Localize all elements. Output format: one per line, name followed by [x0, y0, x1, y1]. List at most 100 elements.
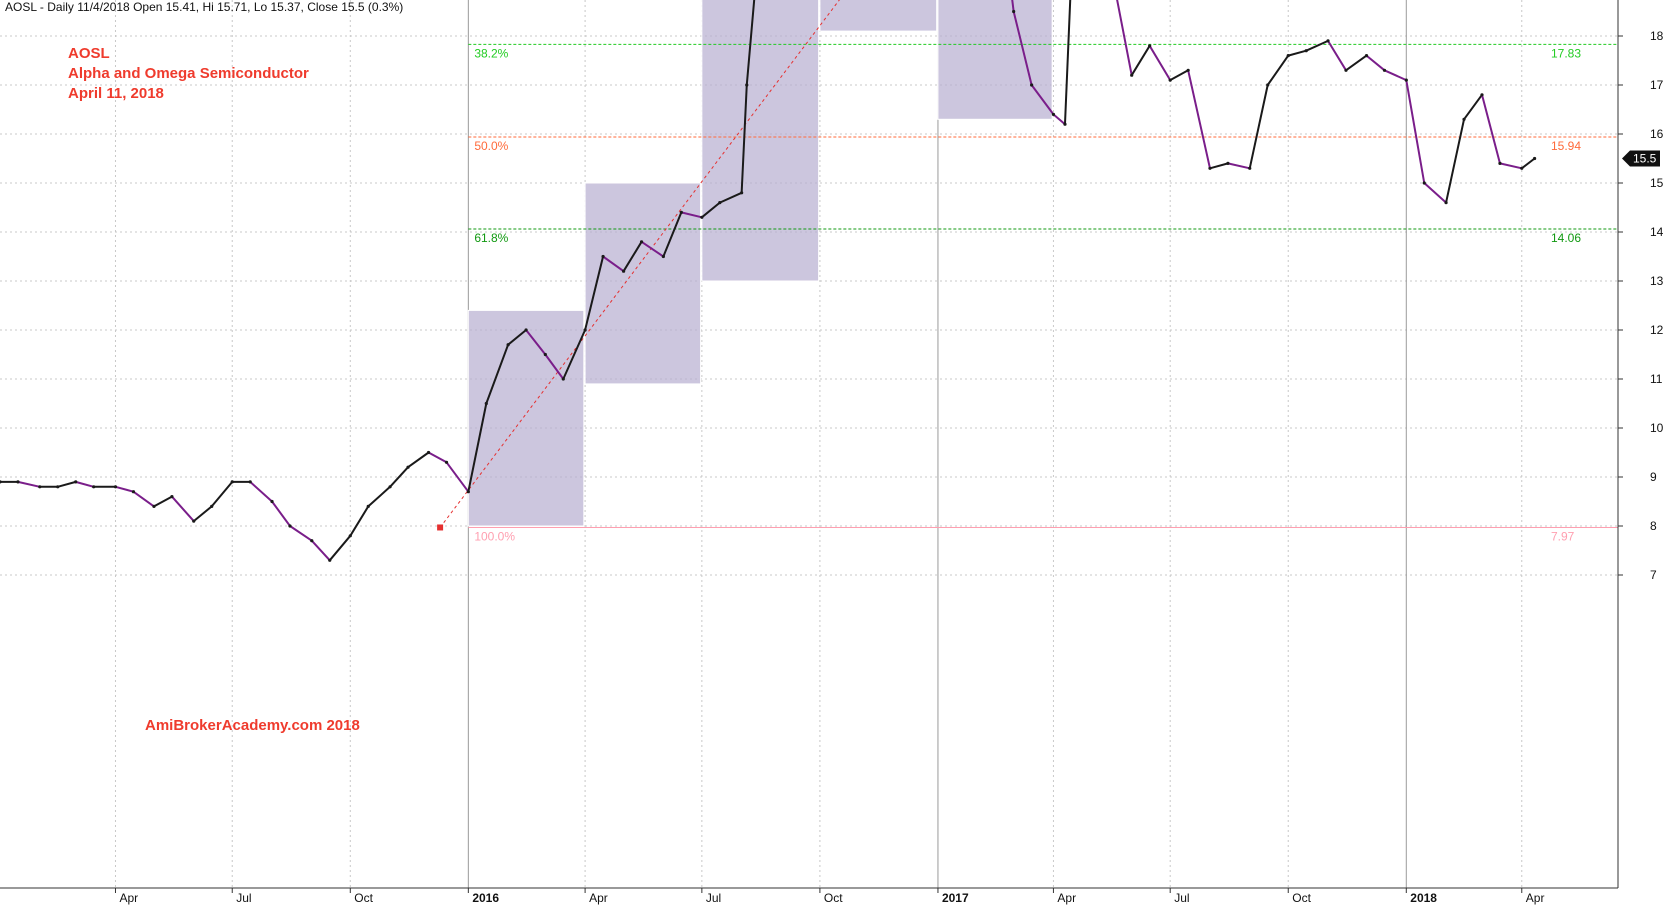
- price-segment: [407, 451, 430, 469]
- price-point: [152, 504, 156, 508]
- price-segment: [1226, 162, 1251, 170]
- price-point: [348, 534, 352, 538]
- price-point: [561, 377, 565, 381]
- y-tick-label: 15: [1650, 176, 1664, 190]
- price-segment: [1365, 54, 1386, 72]
- price-segment: [745, 0, 756, 86]
- y-tick-label: 12: [1650, 323, 1664, 337]
- price-segment: [680, 211, 703, 219]
- price-point: [74, 480, 78, 484]
- price-point: [113, 485, 118, 489]
- x-tick-label: Jul: [706, 891, 721, 905]
- price-point: [1148, 44, 1152, 48]
- y-tick-label: 13: [1650, 274, 1664, 288]
- quarter-box: [467, 309, 585, 527]
- price-segment: [740, 84, 748, 194]
- price-point: [1462, 117, 1466, 121]
- price-segment: [1480, 93, 1501, 165]
- price-point: [1344, 68, 1348, 72]
- x-tick-label: Oct: [824, 891, 843, 905]
- price-segment: [1116, 0, 1133, 77]
- price-segment: [328, 534, 352, 562]
- fib-layer: 0.0%23.9238.2%17.8350.0%15.9461.8%14.061…: [437, 0, 1618, 543]
- price-point: [1030, 83, 1034, 87]
- price-point: [1404, 78, 1408, 82]
- quarter-box: [701, 0, 820, 282]
- price-point: [661, 254, 665, 259]
- price-point: [1532, 156, 1537, 161]
- y-tick-label: 8: [1650, 519, 1657, 533]
- fib-value-label: 15.94: [1551, 139, 1581, 153]
- price-segment: [249, 480, 274, 503]
- price-layer: [0, 0, 1537, 562]
- trend-start-marker: [437, 524, 444, 531]
- price-segment: [1130, 44, 1151, 77]
- x-tick-label: 2016: [472, 891, 499, 905]
- price-point: [230, 480, 234, 484]
- y-tick-label: 16: [1650, 127, 1664, 141]
- quarter-box: [937, 0, 1053, 120]
- price-point: [484, 401, 488, 406]
- grid-layer: [0, 0, 1618, 888]
- price-segment: [1148, 44, 1172, 82]
- price-segment: [1520, 157, 1536, 170]
- price-segment: [584, 255, 605, 331]
- price-point: [524, 328, 528, 332]
- price-point: [131, 490, 136, 494]
- y-tick-label: 9: [1650, 470, 1657, 484]
- price-point: [210, 504, 214, 508]
- price-point: [192, 519, 196, 523]
- price-point: [543, 352, 547, 357]
- company-label: Alpha and Omega Semiconductor: [68, 65, 309, 82]
- price-segment: [1208, 162, 1229, 170]
- price-segment: [389, 466, 410, 488]
- price-point: [1208, 166, 1212, 170]
- price-segment: [114, 485, 135, 493]
- price-point: [700, 215, 704, 219]
- x-tick-label: Apr: [119, 891, 138, 905]
- price-point: [1444, 201, 1448, 205]
- watermark-label: AmiBrokerAcademy.com 2018: [145, 717, 360, 734]
- price-point: [601, 254, 605, 259]
- price-point: [1326, 39, 1330, 43]
- x-tick-label: Oct: [1292, 891, 1311, 905]
- fib-pct-label: 50.0%: [474, 139, 508, 153]
- y-tick-label: 14: [1650, 225, 1664, 239]
- price-point: [310, 539, 314, 543]
- price-point: [1266, 83, 1270, 87]
- price-segment: [1012, 10, 1033, 86]
- price-point: [1051, 112, 1056, 116]
- price-point: [718, 201, 722, 205]
- price-point: [1248, 166, 1252, 170]
- x-tick-label: Jul: [236, 891, 251, 905]
- price-segment: [1187, 69, 1211, 170]
- price-point: [745, 83, 749, 87]
- price-point: [56, 485, 60, 489]
- price-segment: [1169, 69, 1190, 82]
- price-point: [1063, 122, 1067, 126]
- price-segment: [1423, 182, 1448, 204]
- price-point: [1168, 78, 1172, 82]
- price-segment: [1327, 39, 1347, 72]
- price-point: [1498, 161, 1502, 165]
- price-segment: [445, 461, 470, 493]
- trend-line: [439, 0, 840, 528]
- y-tick-label: 10: [1650, 421, 1664, 435]
- price-segment: [16, 480, 41, 488]
- price-point: [1304, 49, 1308, 53]
- price-point: [679, 210, 683, 214]
- price-segment: [56, 480, 77, 488]
- price-point: [506, 343, 510, 347]
- price-point: [328, 558, 332, 562]
- x-tick-label: Apr: [1057, 891, 1076, 905]
- price-segment: [1463, 93, 1483, 121]
- x-tick-label: Apr: [1526, 891, 1545, 905]
- price-segment: [662, 211, 683, 258]
- price-segment: [1445, 118, 1466, 204]
- price-segment: [544, 353, 565, 380]
- fib-value-label: 17.83: [1551, 46, 1581, 60]
- price-point: [466, 490, 470, 494]
- price-point: [444, 460, 449, 464]
